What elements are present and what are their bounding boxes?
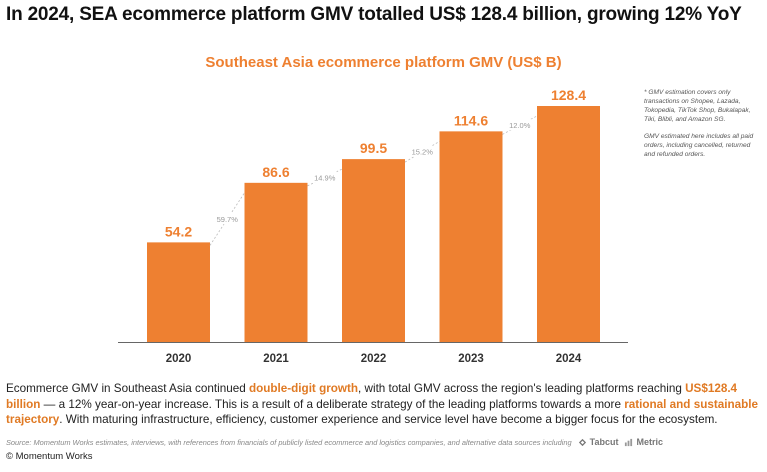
growth-label-bg-0: [215, 213, 240, 225]
chart-notes: * GMV estimation covers only transaction…: [644, 88, 762, 167]
value-label-2020: 54.2: [165, 223, 192, 239]
brand-tabcut: Tabcut: [578, 437, 619, 447]
summary-part-2: , with total GMV across the region's lea…: [358, 382, 686, 395]
growth-connector-0: [209, 192, 245, 246]
source-text: Source: Momentum Works estimates, interv…: [6, 437, 572, 447]
value-label-2021: 86.6: [262, 164, 289, 180]
growth-label-bg-1: [312, 171, 337, 183]
growth-label-bg-3: [507, 119, 532, 131]
note-inclusion: GMV estimated here includes all paid ord…: [644, 133, 754, 158]
bar-2023: [439, 131, 503, 342]
value-label-2024: 128.4: [551, 87, 586, 103]
summary-part-1: Ecommerce GMV in Southeast Asia continue…: [6, 382, 249, 395]
x-tick-label-2023: 2023: [458, 353, 484, 365]
growth-label-bg-2: [410, 145, 435, 157]
growth-label-2: 15.2%: [412, 148, 434, 157]
metric-logo-icon: [625, 438, 633, 446]
x-tick-label-2021: 2021: [263, 353, 289, 365]
copyright: © Momentum Works: [6, 451, 93, 462]
brand-metric: Metric: [624, 437, 663, 447]
bar-2024: [537, 106, 600, 342]
x-tick-label-2020: 2020: [166, 353, 192, 365]
growth-label-0: 59.7%: [217, 215, 239, 224]
source-line: Source: Momentum Works estimates, interv…: [6, 437, 761, 447]
bar-2021: [244, 182, 308, 342]
summary-paragraph: Ecommerce GMV in Southeast Asia continue…: [6, 381, 761, 428]
growth-label-1: 14.9%: [314, 173, 336, 182]
growth-label-3: 12.0%: [509, 121, 531, 130]
bar-chart: 54.2 2020 86.6 2021 99.5 2022 114.6 2023 128.4 20…: [118, 87, 628, 365]
summary-highlight-gmv: US$128.4 billion: [6, 382, 738, 411]
summary-highlight-trajectory: rational and sustainable trajectory: [6, 397, 758, 427]
summary-part-4: . With maturing infrastructure, efficien…: [59, 413, 718, 426]
chart-title: Southeast Asia ecommerce platform GMV (U…: [205, 54, 562, 71]
tabcut-logo-icon: [578, 438, 586, 446]
brand-tabcut-label: Tabcut: [589, 437, 619, 447]
note-coverage: * GMV estimation covers only transaction…: [644, 89, 751, 123]
headline: In 2024, SEA ecommerce platform GMV tota…: [6, 4, 742, 25]
x-tick-label-2024: 2024: [556, 353, 582, 365]
bar-2022: [342, 159, 405, 342]
x-tick-label-2022: 2022: [361, 353, 387, 365]
value-label-2023: 114.6: [454, 112, 488, 128]
bar-2020: [147, 242, 210, 342]
brand-metric-label: Metric: [636, 437, 663, 447]
summary-highlight-growth: double-digit growth: [248, 382, 359, 395]
summary-part-3: — a 12% year-on-year increase. This is a…: [40, 397, 625, 411]
value-label-2022: 99.5: [360, 140, 387, 156]
growth-connector-3: [502, 115, 538, 135]
